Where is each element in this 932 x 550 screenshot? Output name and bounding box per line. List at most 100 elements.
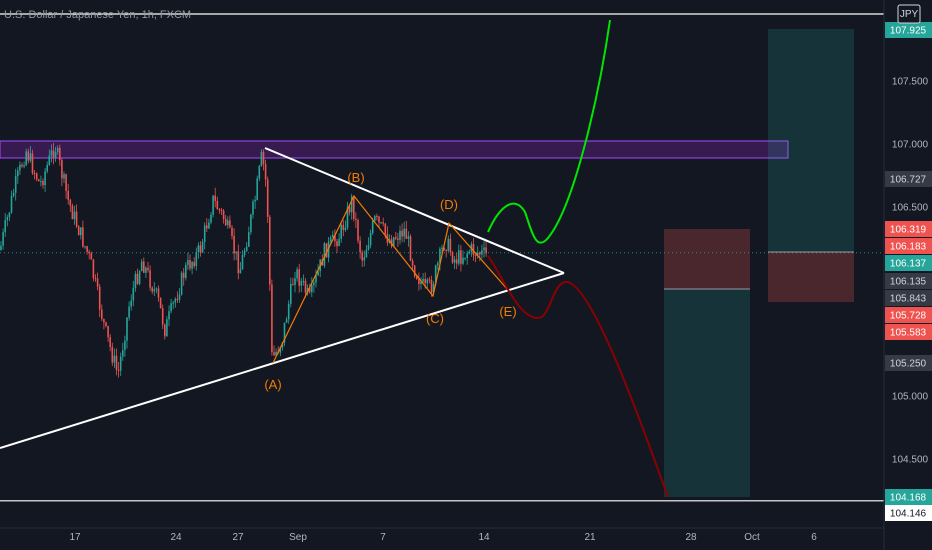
price-axis-tick: 107.000 <box>892 140 929 151</box>
candle-body <box>69 199 72 206</box>
candle-body <box>422 278 424 282</box>
candle-body <box>416 276 418 279</box>
price-axis-tick: 105.000 <box>892 392 929 403</box>
price-badge-label: 105.250 <box>890 359 927 370</box>
candle-body <box>285 319 288 323</box>
candle-body <box>275 351 277 356</box>
candle-body <box>59 147 61 161</box>
candle-body <box>77 226 80 236</box>
candle-body <box>52 150 55 158</box>
candle-body <box>254 199 256 202</box>
candle-body <box>33 173 36 175</box>
candle-body <box>19 164 21 171</box>
wave-label-4: (E) <box>499 304 516 319</box>
candle-body <box>476 252 479 256</box>
candle-body <box>233 235 235 254</box>
candle-body <box>279 347 282 353</box>
candle-body <box>185 264 187 278</box>
candle-body <box>182 272 185 278</box>
time-axis-tick: Oct <box>744 532 760 543</box>
candle-body <box>466 253 468 258</box>
candle-body <box>27 151 30 161</box>
candle-body <box>90 252 93 260</box>
candle-body <box>353 196 355 219</box>
short-position-stop-zone <box>664 229 750 289</box>
price-badge-stop <box>885 307 932 323</box>
candle-body <box>157 288 160 298</box>
candle-body <box>365 249 368 258</box>
candle-body <box>395 237 397 239</box>
candle-body <box>315 275 317 283</box>
candle-body <box>25 151 27 166</box>
candle-body <box>145 267 147 273</box>
candle-body <box>0 245 2 250</box>
price-badge-label: 105.728 <box>890 311 927 322</box>
wave-label-0: (A) <box>264 377 281 392</box>
short-position-target-zone <box>664 289 750 497</box>
candle-body <box>203 225 206 242</box>
candle-body <box>149 270 151 288</box>
candle-body <box>109 337 111 347</box>
candle-body <box>266 179 269 217</box>
price-badge-stop <box>885 238 932 254</box>
candle-body <box>424 278 426 284</box>
candles-group <box>0 143 487 378</box>
candle-body <box>134 273 137 288</box>
candle-body <box>172 302 174 304</box>
candle-body <box>197 245 200 252</box>
candle-body <box>2 232 4 246</box>
long-position-stop-zone <box>768 252 854 302</box>
candle-body <box>17 170 19 177</box>
candle-body <box>65 174 67 191</box>
candle-body <box>159 297 162 309</box>
candle-body <box>138 271 141 284</box>
wave-label-1: (B) <box>347 170 364 185</box>
candle-body <box>21 164 23 167</box>
bull-projection-path <box>487 19 611 244</box>
price-badge-target <box>885 22 932 38</box>
candle-body <box>115 355 118 370</box>
candle-body <box>292 283 294 285</box>
candle-body <box>485 247 487 254</box>
candle-body <box>407 236 410 239</box>
candle-body <box>44 171 46 186</box>
candle-body <box>481 250 483 255</box>
bear-projection-path <box>487 255 669 498</box>
candle-body <box>479 252 481 255</box>
candle-body <box>399 230 401 240</box>
candle-body <box>453 259 456 263</box>
candle-body <box>447 238 450 251</box>
candle-body <box>252 201 254 215</box>
candle-body <box>397 238 399 240</box>
candle-body <box>483 247 485 251</box>
candle-body <box>445 249 447 251</box>
price-badge-plain <box>885 505 932 521</box>
candle-body <box>67 190 69 200</box>
candle-body <box>455 259 458 264</box>
candle-body <box>418 278 420 285</box>
price-badge-label: 106.135 <box>890 277 927 288</box>
candle-body <box>420 281 422 285</box>
time-axis-tick: 24 <box>170 532 182 543</box>
candle-body <box>294 278 296 285</box>
candle-body <box>302 280 305 282</box>
candle-body <box>193 262 195 267</box>
time-axis-tick: 21 <box>584 532 596 543</box>
candle-body <box>199 245 202 253</box>
candle-body <box>140 261 143 272</box>
currency-button <box>897 4 921 24</box>
candle-body <box>239 269 242 274</box>
price-badge-label: 104.146 <box>890 509 927 520</box>
candle-body <box>250 214 252 233</box>
candle-body <box>428 279 431 281</box>
price-badge-level <box>885 171 932 187</box>
candle-body <box>178 294 181 300</box>
candle-body <box>405 228 408 239</box>
triangle-lower-line <box>0 272 565 449</box>
candle-body <box>374 215 376 221</box>
candle-body <box>308 287 311 293</box>
candle-body <box>271 284 273 353</box>
candle-body <box>126 317 128 341</box>
